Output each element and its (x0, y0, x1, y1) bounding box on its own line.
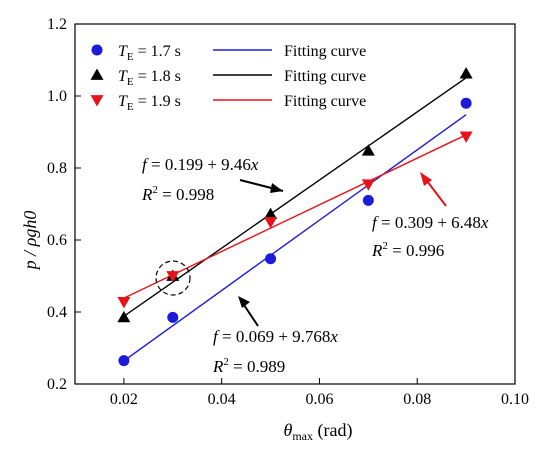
svg-text:R2 = 0.989: R2 = 0.989 (212, 356, 285, 376)
x-axis-label-main: θ (284, 420, 293, 440)
data-point-s2-0 (117, 297, 131, 309)
legend-fit-label-1: Fitting curve (284, 68, 366, 85)
y-axis-label: p / ρgh0 (20, 211, 40, 272)
data-markers (117, 67, 473, 367)
legend-label-0: TE = 1.7 s (118, 43, 181, 63)
legend-label-2: TE = 1.9 s (118, 93, 181, 113)
data-point-s0-3 (362, 194, 374, 206)
y-axis-label-text: p / ρgh0 (20, 211, 40, 272)
svg-text:f = 0.199 + 9.46x: f = 0.199 + 9.46x (142, 155, 259, 174)
fit-lines (123, 77, 467, 362)
data-point-s1-4 (459, 67, 473, 79)
legend-marker-1 (90, 68, 104, 80)
legend-label-1: TE = 1.8 s (118, 68, 181, 88)
x-tick-label: 0.06 (305, 391, 333, 408)
legend-marker-0 (91, 44, 103, 56)
x-axis-label-sub: max (292, 429, 313, 443)
y-tick-label: 1.2 (47, 16, 67, 33)
x-tick-label: 0.10 (501, 391, 529, 408)
svg-text:f = 0.309 + 6.48x: f = 0.309 + 6.48x (372, 213, 489, 232)
x-axis-label: θmax (rad) (284, 420, 353, 443)
y-tick-label: 0.6 (47, 232, 67, 249)
data-point-s0-0 (118, 355, 130, 367)
x-axis: 0.02 0.04 0.06 0.08 0.10 (110, 378, 529, 408)
fit-line-2 (123, 134, 467, 299)
arrow-1.7s-head (238, 296, 250, 308)
legend-marker-2 (90, 95, 104, 107)
arrow-1.8s-head (270, 183, 283, 193)
svg-text:R2 = 0.998: R2 = 0.998 (141, 184, 214, 204)
legend-fit-label-0: Fitting curve (284, 43, 366, 60)
x-axis-label-unit: (rad) (313, 420, 352, 441)
arrow-1.7s (241, 301, 259, 327)
highlight-circle (155, 260, 191, 296)
x-tick-label: 0.08 (403, 391, 431, 408)
data-point-s2-1 (166, 271, 180, 283)
y-tick-label: 0.2 (47, 376, 67, 393)
x-tick-label: 0.02 (110, 391, 138, 408)
plot-area (74, 23, 516, 385)
fit-line-0 (123, 114, 467, 362)
annotation-1.7s: f = 0.069 + 9.768x R2 = 0.989 (212, 296, 338, 376)
annotation-1.8s: f = 0.199 + 9.46x R2 = 0.998 (141, 155, 284, 204)
y-axis: 0.2 0.4 0.6 0.8 1.0 1.2 (47, 16, 81, 393)
data-point-s2-3 (361, 179, 375, 191)
data-point-s2-2 (264, 217, 278, 229)
data-point-s1-2 (264, 207, 278, 219)
x-tick-label: 0.04 (208, 391, 236, 408)
data-point-s2-4 (459, 131, 473, 143)
fit-line-1 (123, 77, 467, 317)
data-point-s1-0 (117, 310, 131, 323)
svg-text:f = 0.069 + 9.768x: f = 0.069 + 9.768x (213, 327, 338, 346)
data-point-s0-4 (460, 97, 472, 109)
y-tick-label: 1.0 (47, 88, 67, 105)
y-tick-label: 0.8 (47, 160, 67, 177)
data-point-s0-1 (167, 311, 179, 323)
data-point-s1-3 (361, 144, 375, 156)
arrow-1.9s-head (420, 172, 432, 186)
data-point-s0-2 (265, 253, 277, 265)
y-tick-label: 0.4 (47, 304, 67, 321)
svg-text:R2 = 0.996: R2 = 0.996 (371, 240, 444, 260)
legend-fit-label-2: Fitting curve (284, 93, 366, 110)
legend: TE = 1.7 s Fitting curve TE = 1.8 s Fitting… (90, 43, 366, 113)
annotation-1.9s: f = 0.309 + 6.48x R2 = 0.996 (371, 172, 489, 260)
